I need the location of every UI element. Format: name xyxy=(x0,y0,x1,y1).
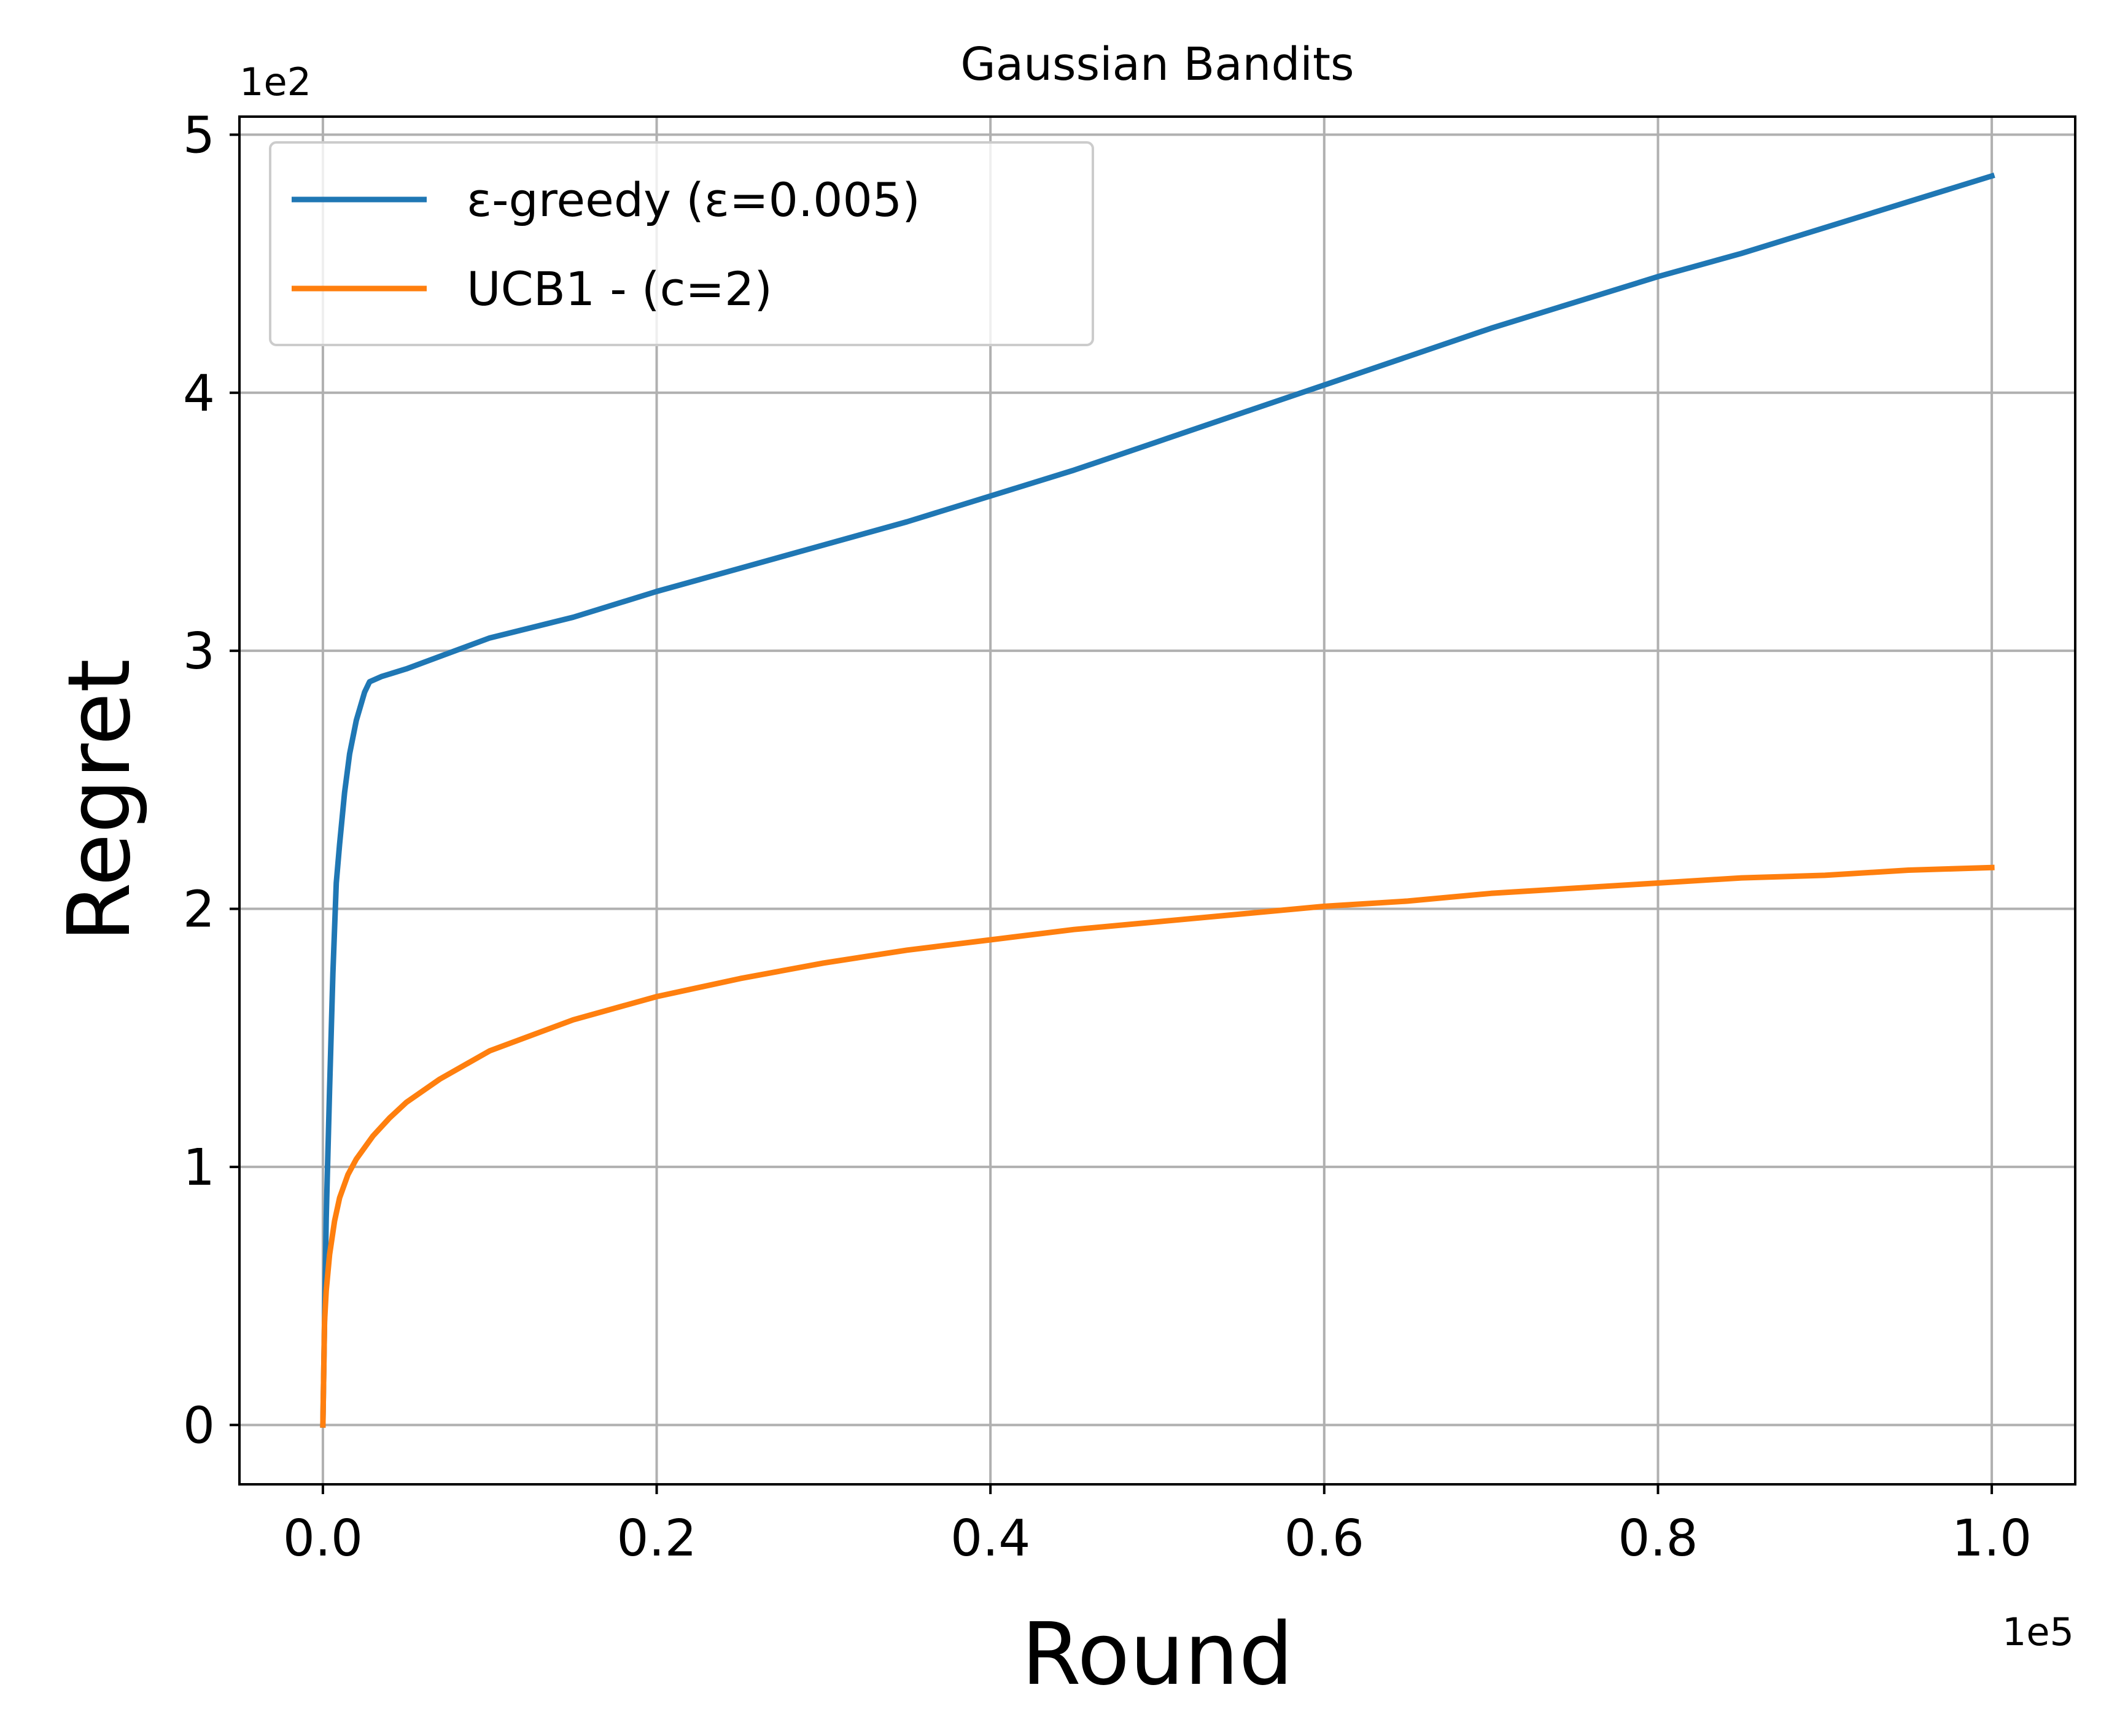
ticks: 0.0 0.2 0.4 0.6 0.8 1.0 0 1 2 3 4 5 xyxy=(183,106,2032,1568)
legend-box xyxy=(269,141,1094,346)
series-layer xyxy=(320,172,1995,1428)
legend: ε-greedy (ε=0.005) UCB1 - (c=2) xyxy=(269,141,1094,346)
y-axis-label: Regret xyxy=(50,659,150,942)
series-line-epsilon-greedy xyxy=(320,172,1995,1428)
x-axis-offset-label: 1e5 xyxy=(2002,1610,2074,1654)
y-axis-offset-label: 1e2 xyxy=(239,60,311,104)
y-tick-label: 1 xyxy=(183,1139,215,1197)
y-tick-label: 0 xyxy=(183,1397,215,1455)
x-tick-label: 0.8 xyxy=(1618,1509,1698,1568)
x-axis-label: Round xyxy=(1022,1605,1294,1705)
x-tick-label: 0.4 xyxy=(950,1509,1030,1568)
x-tick-label: 0.6 xyxy=(1284,1509,1364,1568)
legend-label-ucb1: UCB1 - (c=2) xyxy=(467,262,772,316)
y-tick-label: 3 xyxy=(183,622,215,681)
legend-label-epsilon-greedy: ε-greedy (ε=0.005) xyxy=(467,172,920,227)
x-tick-label: 0.2 xyxy=(616,1509,696,1568)
y-tick-label: 5 xyxy=(183,106,215,165)
x-tick-label: 1.0 xyxy=(1952,1509,2032,1568)
y-tick-label: 2 xyxy=(183,881,215,939)
y-tick-label: 4 xyxy=(183,365,215,423)
x-tick-label: 0.0 xyxy=(283,1509,363,1568)
plot-frame xyxy=(238,115,2076,1486)
chart-title: Gaussian Bandits xyxy=(960,38,1354,91)
series-line-ucb1 xyxy=(320,864,1995,1428)
